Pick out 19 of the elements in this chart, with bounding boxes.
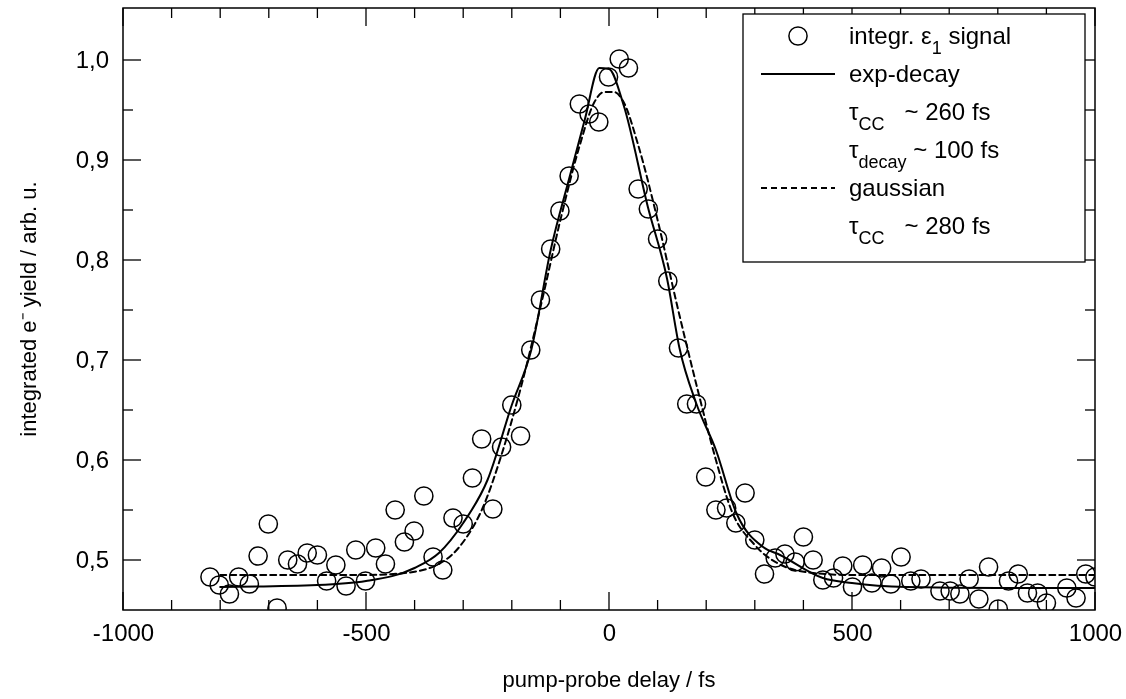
y-tick-label: 0,5 (75, 546, 109, 574)
annotation: τ$_{CC}$ ~ 260 fs (849, 98, 991, 134)
x-tick-label: 0 (602, 619, 617, 647)
x-axis-title: pump-probe delay / fs (502, 667, 716, 692)
x-tick-label: 1000 (1068, 619, 1123, 647)
y-axis-title: integrated e⁻ yield / arb. u. (16, 181, 41, 437)
x-tick-label: -1000 (92, 619, 155, 647)
legend-label: exp-decay (849, 60, 960, 87)
annotation: τ$_{CC}$ ~ 280 fs (849, 212, 991, 248)
y-tick-label: 0,8 (75, 246, 109, 274)
legend-label: gaussian (849, 174, 946, 201)
annotation: τ$_{decay}$ ~ 100 fs (849, 136, 1000, 172)
y-tick-label: 0,9 (75, 146, 109, 174)
x-tick-label: 500 (832, 619, 873, 647)
x-tick-label: -500 (342, 619, 391, 647)
y-tick-label: 1,0 (75, 46, 109, 74)
legend-label: integr. ε$_{1}$ signal (849, 22, 1012, 58)
y-tick-label: 0,6 (75, 446, 109, 474)
y-tick-label: 0,7 (75, 346, 109, 374)
